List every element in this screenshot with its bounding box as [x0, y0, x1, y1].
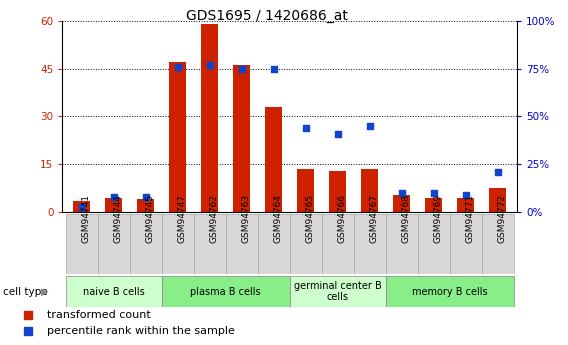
Point: [365, 123, 374, 129]
Point: [205, 62, 214, 68]
Point: [397, 190, 406, 196]
Text: GSM94771: GSM94771: [466, 194, 475, 243]
Bar: [386, 276, 513, 307]
Text: ▶: ▶: [41, 287, 49, 296]
Point: [237, 66, 246, 71]
Bar: [457, 198, 474, 212]
Bar: [354, 214, 386, 274]
Text: GSM94767: GSM94767: [370, 194, 379, 243]
Text: GSM94766: GSM94766: [338, 194, 346, 243]
Bar: [66, 276, 162, 307]
Point: [493, 169, 502, 175]
Point: [109, 194, 118, 200]
Point: [77, 205, 86, 210]
Bar: [265, 107, 282, 212]
Bar: [162, 214, 194, 274]
Bar: [361, 169, 378, 212]
Text: GSM94745: GSM94745: [145, 194, 154, 243]
Text: germinal center B
cells: germinal center B cells: [294, 281, 382, 302]
Point: [173, 64, 182, 69]
Bar: [73, 201, 90, 212]
Text: GSM94772: GSM94772: [498, 194, 507, 243]
Text: GDS1695 / 1420686_at: GDS1695 / 1420686_at: [186, 9, 348, 23]
Point: [333, 131, 343, 136]
Text: percentile rank within the sample: percentile rank within the sample: [47, 326, 235, 336]
Text: GSM94769: GSM94769: [434, 194, 442, 243]
Bar: [105, 198, 123, 212]
Text: GSM94762: GSM94762: [210, 194, 219, 243]
Text: GSM94768: GSM94768: [402, 194, 411, 243]
Text: GSM94741: GSM94741: [82, 194, 91, 243]
Bar: [321, 214, 354, 274]
Point: [301, 125, 310, 131]
Bar: [386, 214, 417, 274]
Bar: [489, 188, 507, 212]
Point: [429, 190, 438, 196]
Bar: [297, 169, 315, 212]
Bar: [482, 214, 513, 274]
Bar: [98, 214, 130, 274]
Bar: [450, 214, 482, 274]
Bar: [169, 62, 186, 212]
Bar: [137, 199, 154, 212]
Text: transformed count: transformed count: [47, 310, 151, 320]
Bar: [425, 198, 442, 212]
Bar: [130, 214, 162, 274]
Text: memory B cells: memory B cells: [412, 287, 487, 296]
Point: [141, 194, 150, 200]
Text: GSM94744: GSM94744: [114, 194, 123, 243]
Bar: [290, 214, 321, 274]
Bar: [233, 66, 250, 212]
Bar: [290, 276, 386, 307]
Bar: [225, 214, 258, 274]
Bar: [162, 276, 290, 307]
Text: plasma B cells: plasma B cells: [190, 287, 261, 296]
Bar: [393, 195, 411, 212]
Bar: [329, 171, 346, 212]
Bar: [258, 214, 290, 274]
Point: [428, 127, 437, 132]
Point: [461, 192, 470, 198]
Bar: [417, 214, 450, 274]
Text: cell type: cell type: [3, 287, 48, 296]
Text: GSM94765: GSM94765: [306, 194, 315, 243]
Text: naive B cells: naive B cells: [83, 287, 144, 296]
Text: GSM94763: GSM94763: [241, 194, 250, 243]
Point: [428, 271, 437, 276]
Point: [269, 66, 278, 71]
Bar: [201, 24, 219, 212]
Text: GSM94747: GSM94747: [178, 194, 187, 243]
Text: GSM94764: GSM94764: [274, 194, 283, 243]
Bar: [66, 214, 98, 274]
Bar: [194, 214, 225, 274]
